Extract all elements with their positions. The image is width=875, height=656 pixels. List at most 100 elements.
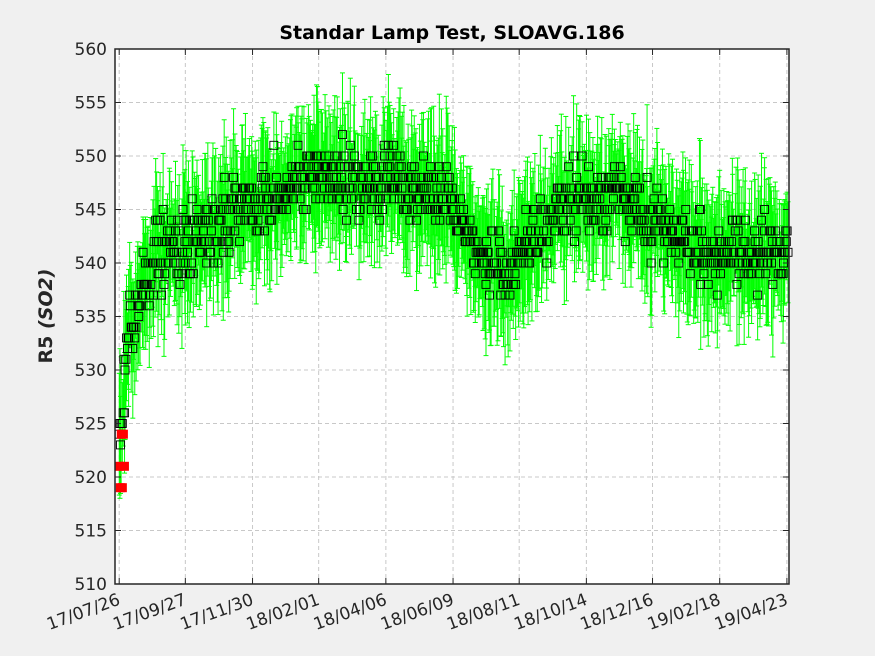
data-point	[626, 215, 636, 225]
data-point	[639, 215, 649, 225]
data-point	[602, 226, 612, 236]
data-point	[212, 237, 222, 247]
data-point	[441, 205, 451, 214]
x-tick-label: 18/04/06	[311, 590, 390, 635]
data-point	[646, 258, 656, 268]
data-point	[235, 237, 245, 247]
data-point	[338, 205, 348, 214]
data-point	[513, 258, 523, 268]
data-point	[616, 172, 626, 182]
data-point	[247, 183, 257, 193]
data-point	[208, 258, 218, 268]
data-point	[228, 205, 238, 214]
data-point	[444, 172, 454, 182]
data-point	[347, 183, 357, 193]
data-point	[509, 226, 519, 236]
data-point	[674, 258, 684, 268]
x-tick-label: 17/09/27	[110, 590, 189, 635]
data-point	[124, 333, 134, 343]
data-point	[525, 258, 535, 268]
data-point	[178, 205, 188, 214]
data-point	[504, 269, 514, 279]
data-point	[389, 140, 399, 150]
data-point	[685, 247, 695, 257]
errorbars	[116, 72, 791, 499]
data-point	[533, 247, 543, 257]
data-point	[459, 205, 469, 214]
data-point	[378, 205, 387, 214]
data-point	[131, 322, 141, 332]
data-point	[482, 237, 491, 247]
data-point	[261, 183, 271, 193]
data-point	[415, 194, 425, 204]
data-point	[199, 237, 209, 247]
data-point	[421, 183, 431, 193]
data-point	[232, 194, 241, 204]
data-point	[283, 194, 293, 204]
data-point	[479, 258, 489, 268]
data-point	[688, 226, 698, 236]
data-point	[206, 226, 216, 236]
data-point	[680, 237, 690, 247]
data-point	[314, 162, 323, 172]
data-point	[342, 215, 351, 225]
x-tick-labels: 17/07/2617/09/2717/11/3018/02/0118/04/06…	[44, 590, 790, 635]
data-point	[360, 162, 370, 172]
data-point	[557, 194, 567, 204]
data-point	[584, 162, 594, 172]
y-tick-label: 520	[75, 468, 107, 488]
data-point	[644, 226, 654, 236]
data-point	[383, 140, 393, 150]
data-point	[332, 172, 342, 182]
data-point	[565, 215, 575, 225]
data-point	[380, 151, 389, 161]
data-point	[360, 194, 370, 204]
data-point	[116, 440, 125, 450]
data-point	[608, 194, 618, 204]
data-point	[593, 205, 603, 214]
data-point	[651, 215, 661, 225]
data-point	[672, 215, 682, 225]
data-point	[404, 194, 414, 204]
data-point	[128, 344, 138, 354]
data-point	[271, 172, 281, 182]
data-point	[159, 279, 169, 289]
data-point	[570, 237, 579, 247]
data-point	[281, 205, 291, 214]
data-point	[336, 172, 346, 182]
data-point	[528, 215, 538, 225]
data-point	[535, 194, 545, 204]
data-point	[574, 194, 583, 204]
data-point	[666, 247, 676, 257]
data-point	[655, 205, 665, 214]
data-point	[693, 258, 703, 268]
data-point	[183, 247, 192, 257]
data-point	[243, 205, 253, 214]
data-point	[558, 215, 568, 225]
data-point	[195, 247, 205, 257]
data-point	[258, 162, 268, 172]
data-point	[768, 279, 778, 289]
data-point	[416, 205, 426, 214]
data-point	[526, 226, 536, 236]
data-point	[155, 215, 165, 225]
data-point	[343, 162, 353, 172]
data-point	[260, 226, 269, 236]
data-point	[339, 151, 349, 161]
data-point	[605, 205, 615, 214]
data-point	[638, 205, 648, 214]
y-tick-label: 530	[75, 361, 107, 381]
data-point	[556, 183, 566, 193]
data-point	[781, 237, 791, 247]
data-point	[734, 269, 744, 279]
data-point	[202, 258, 212, 268]
data-point	[207, 194, 217, 204]
data-point	[402, 205, 412, 214]
data-point	[289, 194, 298, 204]
data-point	[668, 226, 677, 236]
data-point	[620, 237, 630, 247]
data-point	[617, 183, 627, 193]
x-tick-label: 18/08/11	[444, 590, 523, 635]
data-point	[494, 226, 504, 236]
